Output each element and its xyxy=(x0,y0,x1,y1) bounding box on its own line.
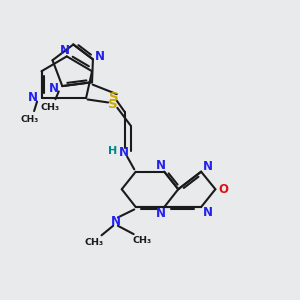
Text: H: H xyxy=(108,146,117,156)
Text: N: N xyxy=(156,207,166,220)
Text: N: N xyxy=(110,214,121,227)
Text: N: N xyxy=(203,160,213,173)
Text: CH₃: CH₃ xyxy=(85,238,104,247)
Text: S: S xyxy=(108,98,118,111)
Text: S: S xyxy=(109,91,118,103)
Text: N: N xyxy=(95,50,105,63)
Text: N: N xyxy=(60,44,70,57)
Text: N: N xyxy=(28,92,38,104)
Text: CH₃: CH₃ xyxy=(132,236,152,245)
Text: O: O xyxy=(219,183,229,196)
Text: N: N xyxy=(49,82,59,95)
Text: N: N xyxy=(156,159,166,172)
Text: N: N xyxy=(203,206,213,219)
Text: CH₃: CH₃ xyxy=(20,115,39,124)
Text: CH₃: CH₃ xyxy=(40,103,60,112)
Text: N: N xyxy=(119,146,129,159)
